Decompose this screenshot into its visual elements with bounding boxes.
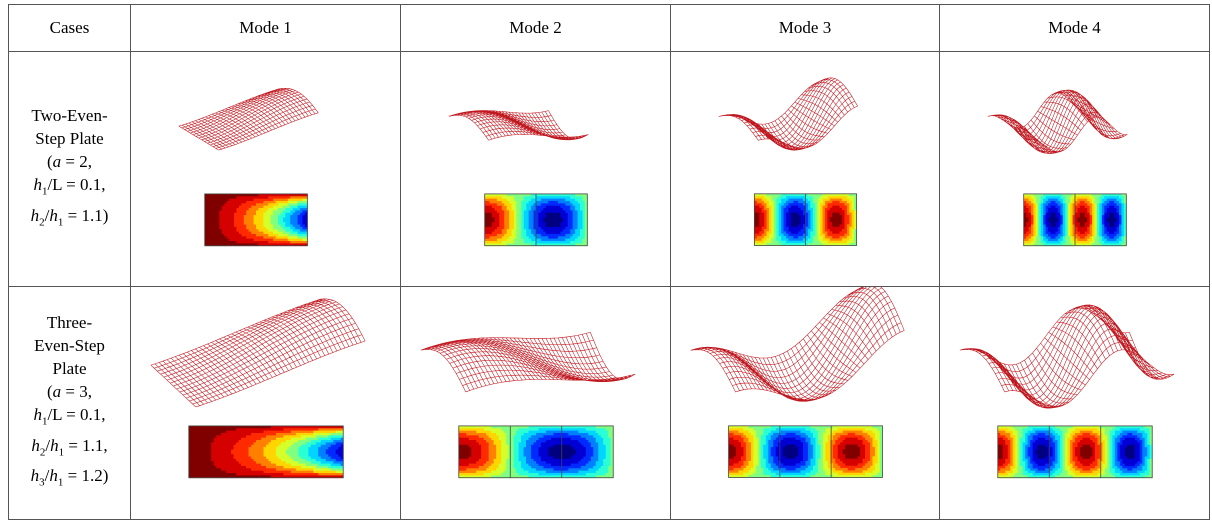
case-line: Three- (9, 311, 130, 334)
case-line: Two-Even- (9, 104, 130, 127)
mesh-surface (449, 111, 588, 141)
contour-map (754, 194, 857, 246)
case-label-three-step: Three- Even-Step Plate (a = 3, h1/L = 0.… (9, 287, 131, 520)
case-line: Even-Step (9, 334, 130, 357)
mesh-surface (988, 90, 1127, 154)
case-line: Step Plate (9, 127, 130, 150)
mode-figure (940, 287, 1210, 520)
header-cases: Cases (9, 5, 131, 52)
header-mode-4: Mode 4 (940, 5, 1210, 52)
header-mode-3: Mode 3 (671, 5, 940, 52)
mesh-surface (151, 299, 365, 407)
case-line: Plate (9, 357, 130, 380)
mode-figure (401, 52, 671, 287)
header-mode-2: Mode 2 (401, 5, 671, 52)
mode-shape-graphic (671, 52, 939, 286)
contour-map (485, 194, 588, 246)
header-mode-1: Mode 1 (131, 5, 401, 52)
case-label-two-step: Two-Even- Step Plate (a = 2, h1/L = 0.1,… (9, 52, 131, 287)
case-line: h2/h1 = 1.1) (9, 204, 130, 234)
mesh-surface (960, 305, 1174, 408)
contour-map (459, 426, 614, 478)
mesh-surface (691, 287, 904, 401)
mode-shape-graphic (940, 52, 1209, 286)
mode-shape-graphic (131, 52, 400, 286)
mode-figure (671, 287, 940, 520)
row-three-step-plate: Three- Even-Step Plate (a = 3, h1/L = 0.… (9, 287, 1210, 520)
case-line: (a = 3, (9, 380, 130, 403)
mode-figure (940, 52, 1210, 287)
mode-figure (131, 52, 401, 287)
mode-shape-graphic (401, 287, 670, 519)
mesh-surface (719, 78, 858, 150)
contour-map (998, 426, 1153, 478)
case-line: h2/h1 = 1.1, (9, 434, 130, 464)
mode-shape-table: Cases Mode 1 Mode 2 Mode 3 Mode 4 Two-Ev… (8, 4, 1210, 520)
mode-figure (671, 52, 940, 287)
row-two-step-plate: Two-Even- Step Plate (a = 2, h1/L = 0.1,… (9, 52, 1210, 287)
mode-shape-graphic (131, 287, 400, 519)
mode-shape-graphic (940, 287, 1209, 519)
mode-shape-graphic (671, 287, 939, 519)
mode-figure (401, 287, 671, 520)
contour-map (729, 426, 883, 478)
mesh-surface (179, 88, 318, 150)
contour-map (1024, 194, 1127, 246)
header-row: Cases Mode 1 Mode 2 Mode 3 Mode 4 (9, 5, 1210, 52)
contour-map (189, 426, 344, 478)
mesh-surface (421, 332, 635, 392)
case-line: h3/h1 = 1.2) (9, 464, 130, 494)
mode-shape-graphic (401, 52, 670, 286)
case-line: h1/L = 0.1, (9, 173, 130, 203)
contour-map (205, 194, 308, 246)
case-line: (a = 2, (9, 150, 130, 173)
mode-figure (131, 287, 401, 520)
case-line: h1/L = 0.1, (9, 403, 130, 433)
